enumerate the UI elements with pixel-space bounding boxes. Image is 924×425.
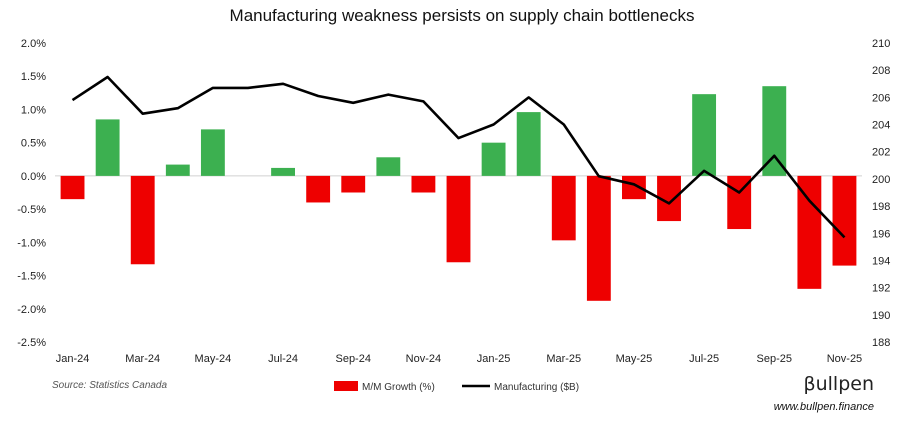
bar <box>411 175 436 193</box>
x-tick-label: Jul-24 <box>268 353 298 365</box>
bar <box>341 175 366 193</box>
bar <box>692 94 717 176</box>
right-y-tick-label: 188 <box>872 337 890 349</box>
right-y-tick-label: 192 <box>872 283 890 295</box>
bar <box>586 175 611 301</box>
x-tick-label: Sep-24 <box>335 353 370 365</box>
right-y-tick-label: 202 <box>872 147 890 159</box>
bar <box>271 167 295 176</box>
left-y-tick-label: -0.5% <box>17 204 46 216</box>
legend: M/M Growth (%) Manufacturing ($B) <box>334 381 579 393</box>
left-y-tick-label: -2.5% <box>17 337 46 349</box>
x-axis: Jan-24 Mar-24 May-24 Jul-24 Sep-24 Nov-24 Jan-… <box>55 175 862 365</box>
right-y-tick-label: 210 <box>872 38 890 50</box>
line-series <box>71 75 846 239</box>
x-tick-label: Nov-25 <box>827 353 862 365</box>
legend-swatch-bars <box>334 381 358 391</box>
x-tick-label: May-25 <box>616 353 653 365</box>
bar-series <box>60 86 857 301</box>
bar <box>481 142 506 176</box>
bar <box>376 157 401 176</box>
right-y-axis: 188 190 192 194 196 198 200 202 204 206 208 210 <box>872 38 890 349</box>
left-y-tick-label: 1.5% <box>21 71 46 83</box>
bar <box>165 164 190 176</box>
right-y-tick-label: 200 <box>872 174 890 186</box>
right-y-tick-label: 208 <box>872 65 890 77</box>
bar <box>657 175 681 222</box>
legend-label-bars: M/M Growth (%) <box>362 382 435 393</box>
left-y-tick-label: 0.0% <box>21 171 46 183</box>
x-tick-label: Mar-24 <box>125 353 160 365</box>
x-tick-label: Jul-25 <box>689 353 719 365</box>
left-y-axis: -2.5% -2.0% -1.5% -1.0% -0.5% 0.0% 0.5% 1.0% 1.5… <box>17 38 46 349</box>
right-y-tick-label: 190 <box>872 310 890 322</box>
right-y-tick-label: 198 <box>872 201 890 213</box>
bar <box>95 119 120 176</box>
x-tick-label: Jan-25 <box>477 353 511 365</box>
x-tick-label: May-24 <box>195 353 232 365</box>
left-y-tick-label: 1.0% <box>21 104 46 116</box>
chart-title: Manufacturing weakness persists on suppl… <box>230 6 695 25</box>
bar <box>200 129 225 176</box>
bar <box>832 175 857 266</box>
bar <box>130 175 155 265</box>
left-y-tick-label: -2.0% <box>17 304 46 316</box>
right-y-tick-label: 194 <box>872 255 890 267</box>
line-path <box>71 75 846 239</box>
left-y-tick-label: -1.0% <box>17 237 46 249</box>
x-tick-label: Mar-25 <box>546 353 581 365</box>
x-tick-label: Sep-25 <box>757 353 792 365</box>
legend-label-line: Manufacturing ($B) <box>494 382 579 393</box>
bar <box>306 175 331 203</box>
right-y-tick-label: 206 <box>872 92 890 104</box>
source-note: Source: Statistics Canada <box>52 380 167 391</box>
bar <box>516 112 541 176</box>
left-y-tick-label: 0.5% <box>21 138 46 150</box>
bar <box>797 175 822 289</box>
brand-url: www.bullpen.finance <box>774 401 874 413</box>
left-y-tick-label: 2.0% <box>21 38 46 50</box>
x-tick-label: Nov-24 <box>406 353 441 365</box>
brand-logo: βullpen <box>803 373 874 395</box>
right-y-tick-label: 196 <box>872 228 890 240</box>
bar <box>762 86 787 176</box>
bar <box>446 175 471 263</box>
left-y-tick-label: -1.5% <box>17 271 46 283</box>
bar <box>551 175 576 241</box>
right-y-tick-label: 204 <box>872 120 890 132</box>
x-tick-label: Jan-24 <box>56 353 90 365</box>
bar <box>60 175 85 200</box>
